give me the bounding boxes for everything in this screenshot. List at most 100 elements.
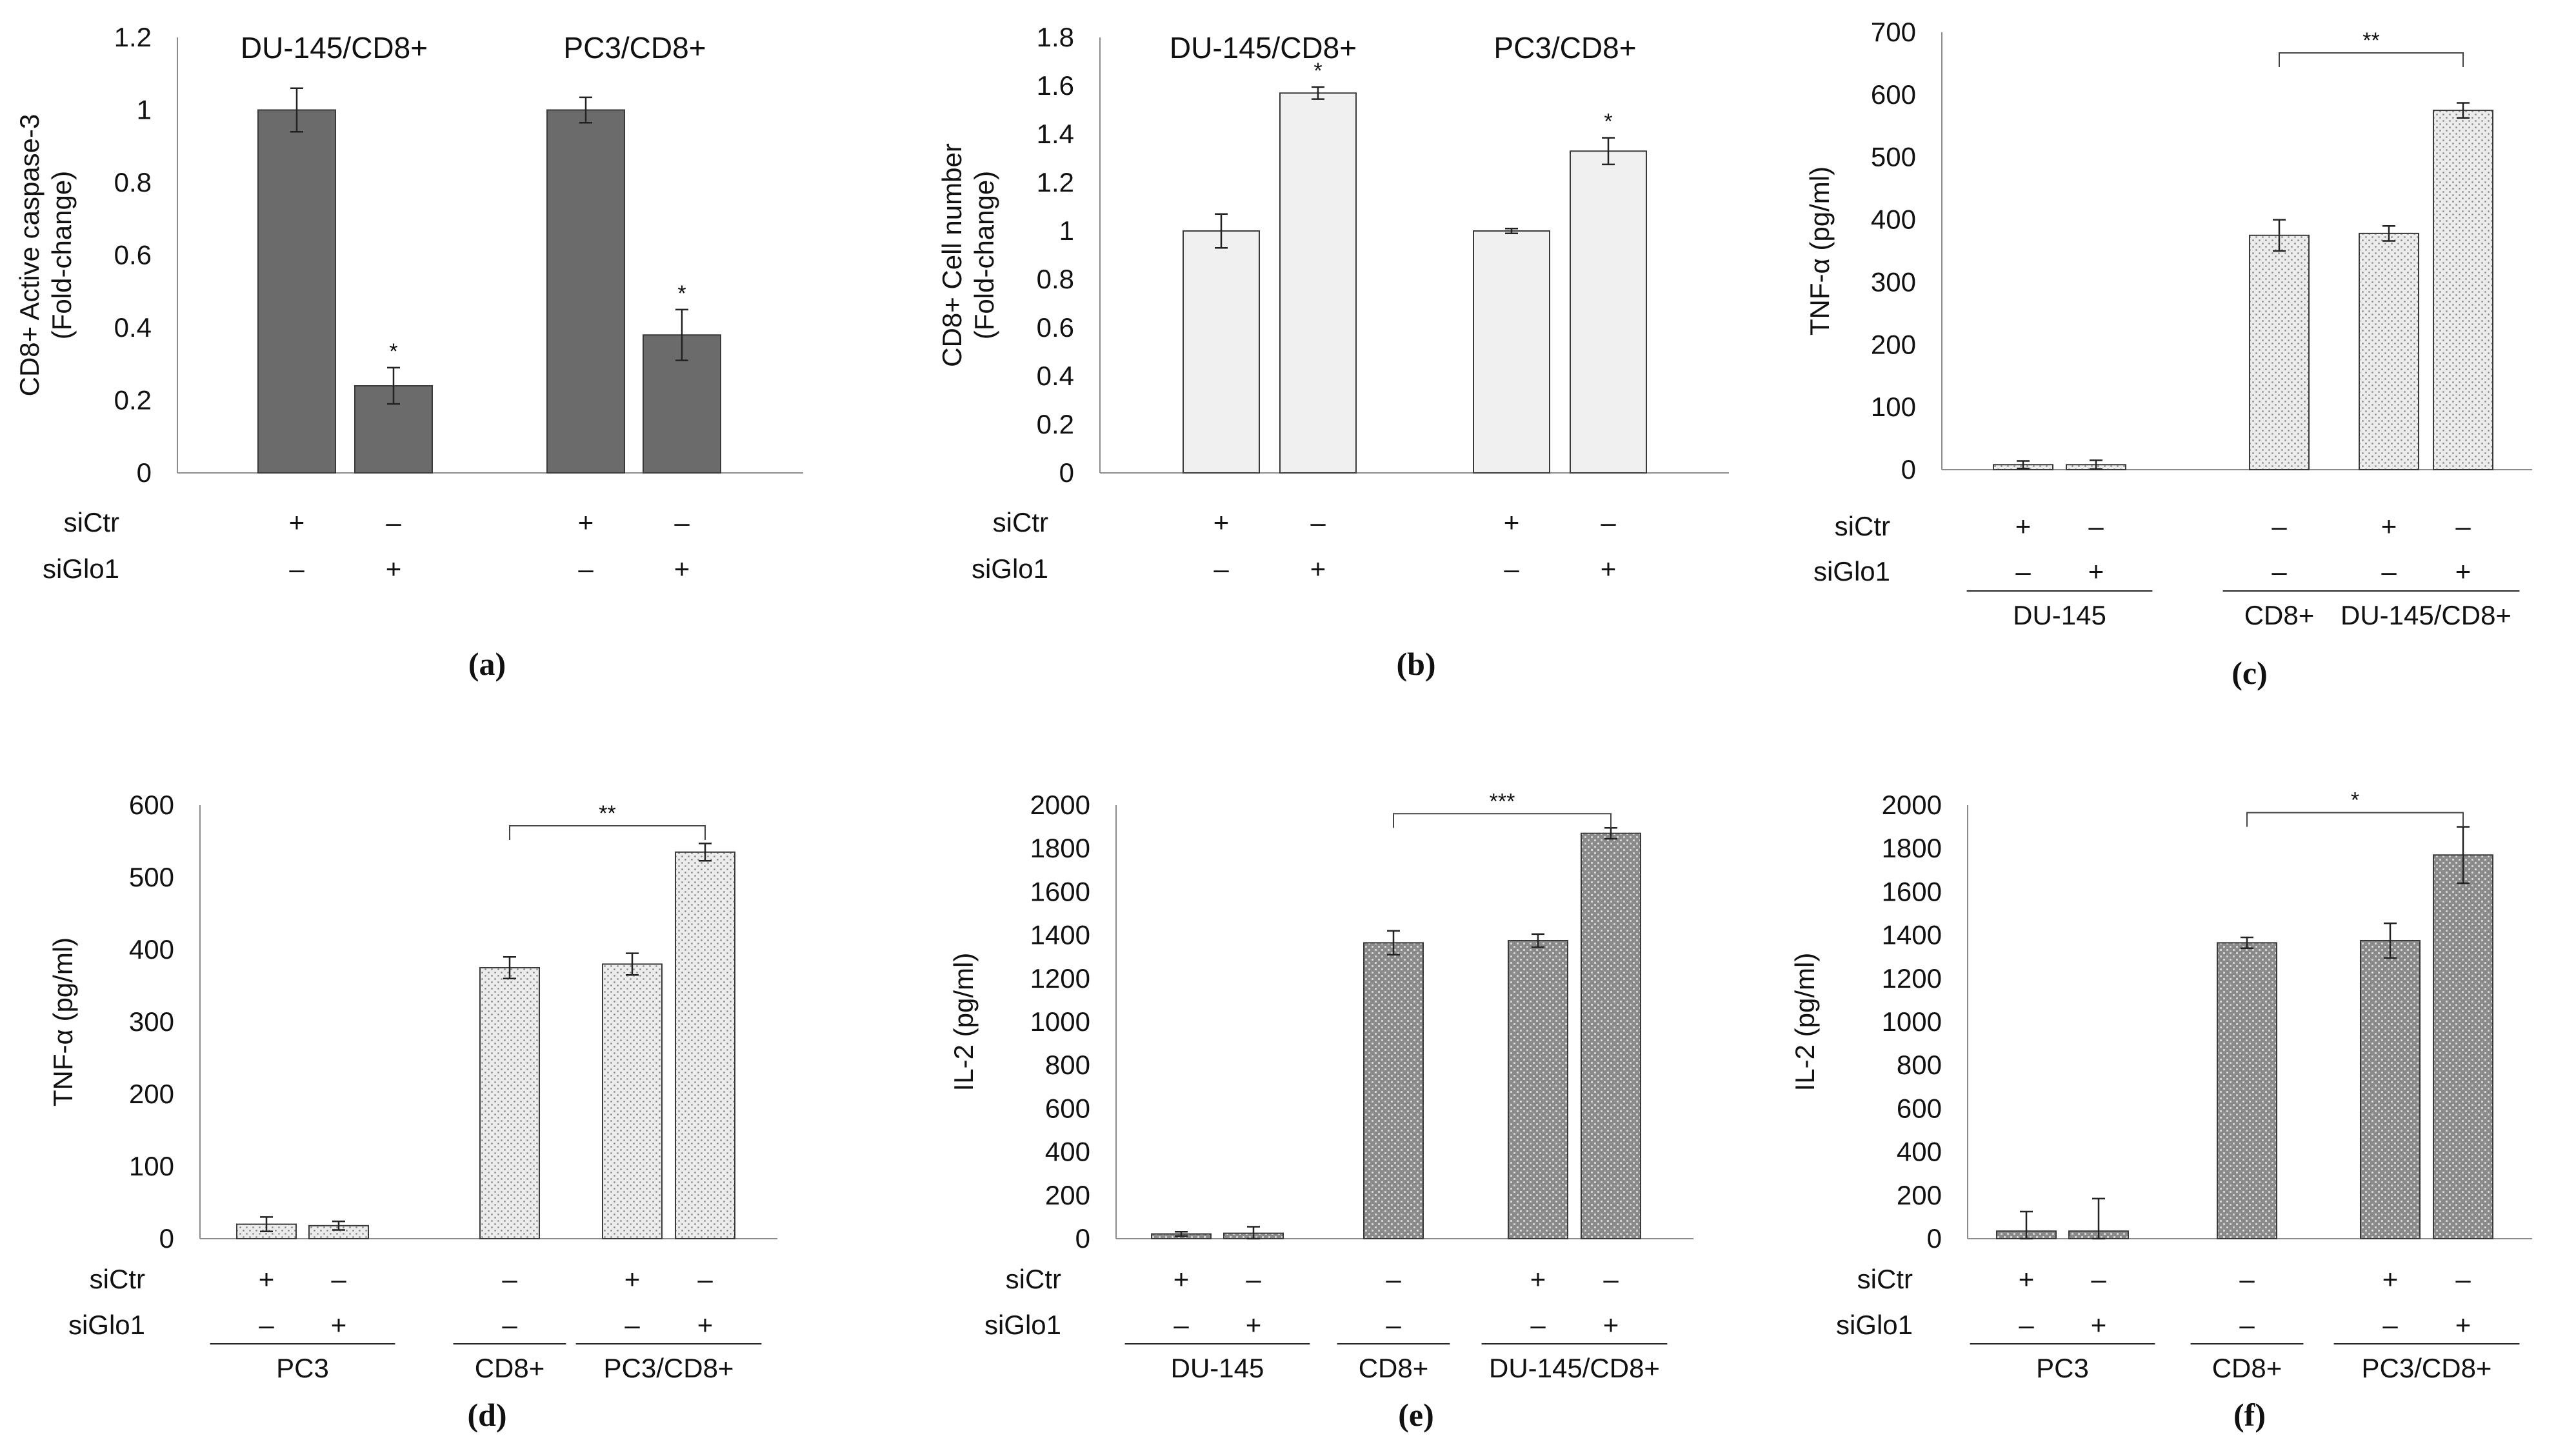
- group-label: DU-145/CD8+: [1489, 1353, 1660, 1383]
- panel-d-label: (d): [467, 1397, 506, 1433]
- bar: [2249, 234, 2310, 470]
- row-mark: +: [2381, 511, 2397, 541]
- row-mark: –: [578, 554, 594, 584]
- group-label: CD8+: [2212, 1353, 2282, 1383]
- y-tick-label: 1200: [1882, 963, 1942, 994]
- row-label: siGlo1: [1836, 1310, 1913, 1340]
- panel-e: 0 200 400 600 800 1000 1200 1400 1600 1800 2000 IL-…: [948, 789, 1693, 1433]
- group-label: CD8+: [1359, 1353, 1429, 1383]
- significance-star: *: [1604, 110, 1612, 134]
- y-tick-label: 400: [1897, 1137, 1942, 1167]
- y-tick-label: 800: [1045, 1050, 1090, 1080]
- y-tick-label: 0.8: [114, 167, 152, 197]
- row-mark: –: [1601, 507, 1616, 537]
- panel-a: 0 0.2 0.4 0.6 0.8 1 1.2 CD8+ Active caspase-3 (F…: [14, 22, 803, 682]
- row-label: siGlo1: [68, 1310, 145, 1340]
- y-tick-label: 100: [1871, 392, 1916, 422]
- significance-label: ***: [1490, 789, 1515, 814]
- panel-d-plot: 0 100 200 300 400 500 600 TNF-α (pg/ml) ** siCtr +…: [48, 790, 777, 1383]
- y-tick-label: 1400: [1882, 920, 1942, 950]
- bar: [1508, 940, 1568, 1239]
- row-label: siGlo1: [972, 554, 1048, 584]
- row-mark: +: [2088, 556, 2104, 586]
- y-tick-label: 800: [1897, 1050, 1942, 1080]
- row-mark: +: [1246, 1310, 1262, 1340]
- y-tick-label: 1800: [1030, 833, 1090, 863]
- row-mark: –: [2091, 1264, 2106, 1294]
- bar: [1473, 230, 1550, 474]
- y-tick-label: 0.4: [1037, 361, 1074, 391]
- row-mark: –: [502, 1264, 517, 1294]
- y-tick-label: 0: [137, 457, 152, 488]
- row-mark: +: [624, 1264, 641, 1294]
- group-title: DU-145/CD8+: [1170, 31, 1357, 65]
- y-tick-label: 400: [1871, 205, 1916, 235]
- y-tick-label: 1400: [1030, 920, 1090, 950]
- row-mark: –: [2239, 1264, 2255, 1294]
- y-tick-label: 0.8: [1037, 264, 1074, 294]
- row-mark: –: [502, 1310, 517, 1340]
- y-tick-label: 1.8: [1037, 22, 1074, 52]
- bar: [1279, 92, 1357, 474]
- y-tick-label: 700: [1871, 17, 1916, 47]
- bar: [2217, 942, 2277, 1239]
- row-label: siCtr: [993, 507, 1048, 537]
- row-mark: –: [1386, 1264, 1401, 1294]
- row-mark: –: [2239, 1310, 2255, 1340]
- y-tick-label: 500: [1871, 142, 1916, 172]
- group-label: CD8+: [475, 1353, 545, 1383]
- row-label: siCtr: [1835, 511, 1890, 541]
- row-mark: –: [1310, 507, 1326, 537]
- row-mark: +: [674, 554, 690, 584]
- significance-bracket: [509, 825, 706, 840]
- row-mark: –: [1386, 1310, 1401, 1340]
- row-mark: +: [1173, 1264, 1190, 1294]
- y-axis-label: IL-2 (pg/ml): [948, 953, 979, 1092]
- significance-label: **: [599, 801, 615, 826]
- bar: [1570, 150, 1647, 474]
- y-tick-label: 400: [129, 934, 174, 964]
- y-axis-label: TNF-α (pg/ml): [48, 937, 78, 1106]
- row-mark: +: [2382, 1264, 2399, 1294]
- y-tick-label: 200: [1871, 329, 1916, 359]
- y-axis-label: (Fold-change): [46, 171, 77, 339]
- y-tick-label: 0: [1059, 457, 1074, 488]
- row-label: siGlo1: [43, 554, 119, 584]
- group-label: PC3/CD8+: [2362, 1353, 2492, 1383]
- row-mark: –: [2381, 556, 2397, 586]
- group-label: DU-145/CD8+: [2341, 600, 2511, 630]
- y-tick-label: 0.4: [114, 312, 152, 343]
- y-tick-label: 0.2: [1037, 409, 1074, 439]
- bar: [479, 967, 540, 1239]
- row-mark: –: [386, 507, 401, 537]
- row-mark: –: [1504, 554, 1519, 584]
- row-mark: –: [2382, 1310, 2398, 1340]
- row-mark: +: [289, 507, 305, 537]
- row-mark: –: [624, 1310, 640, 1340]
- group-label: CD8+: [2244, 600, 2315, 630]
- group-label: DU-145: [1171, 1353, 1264, 1383]
- bar: [2433, 110, 2493, 471]
- y-tick-label: 1000: [1030, 1006, 1090, 1037]
- y-tick-label: 600: [1045, 1093, 1090, 1123]
- y-tick-label: 0: [159, 1223, 174, 1254]
- y-tick-label: 300: [1871, 266, 1916, 297]
- row-mark: +: [1310, 554, 1326, 584]
- group-title: PC3/CD8+: [1493, 31, 1636, 65]
- y-tick-label: 300: [129, 1006, 174, 1037]
- y-tick-label: 400: [1045, 1137, 1090, 1167]
- row-mark: +: [259, 1264, 275, 1294]
- group-label: PC3: [276, 1353, 329, 1383]
- y-tick-label: 200: [129, 1079, 174, 1109]
- row-mark: +: [1213, 507, 1230, 537]
- y-tick-label: 2000: [1030, 790, 1090, 820]
- bar: [2360, 940, 2421, 1239]
- panel-c: 0 100 200 300 400 500 600 700 TNF-α (pg/ml) ** siC…: [1804, 17, 2532, 691]
- y-tick-label: 0: [1901, 454, 1916, 485]
- y-tick-label: 600: [129, 790, 174, 820]
- bar: [1183, 230, 1260, 474]
- y-tick-label: 1: [137, 95, 152, 125]
- row-mark: +: [2455, 556, 2471, 586]
- y-tick-label: 2000: [1882, 790, 1942, 820]
